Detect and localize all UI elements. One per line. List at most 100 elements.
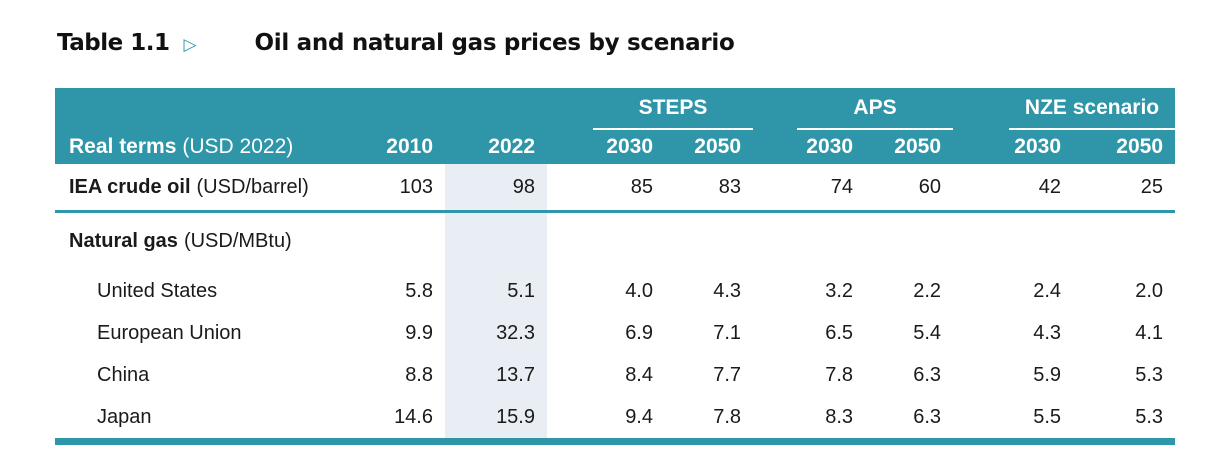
section-label: Natural gas (USD/MBtu) [55, 211, 375, 270]
value-cell: 42 [1009, 164, 1074, 213]
value-cell: 5.1 [445, 270, 547, 312]
group-gap [753, 88, 798, 129]
value-cell: 32.3 [445, 312, 547, 354]
gap-cell [753, 270, 798, 312]
real-terms-header: Real terms (USD 2022) [55, 129, 375, 164]
value-cell: 4.3 [665, 270, 754, 312]
value-cell: 103 [375, 164, 445, 213]
gap-cell [953, 270, 1010, 312]
year-header-nze-2030: 2030 [1009, 129, 1074, 164]
value-cell: 6.5 [797, 312, 866, 354]
row-label-unit: (USD/barrel) [196, 175, 309, 198]
scenario-group-row: STEPS APS NZE scenario [55, 88, 1176, 130]
gap-cell [753, 312, 798, 354]
table-row-crude-oil: IEA crude oil (USD/barrel) 103 98 85 83 7… [55, 164, 1176, 213]
value-cell: 5.3 [1073, 354, 1176, 396]
value-cell: 83 [665, 164, 754, 213]
triangle-marker-icon: ▷ [183, 35, 197, 55]
value-cell: 74 [797, 164, 866, 213]
value-cell: 5.3 [1073, 396, 1176, 445]
group-header-spacer [55, 88, 593, 129]
value-cell: 4.0 [593, 270, 665, 312]
value-cell: 8.8 [375, 354, 445, 396]
highlight-cell [445, 211, 547, 270]
group-header-nze: NZE scenario [1009, 88, 1176, 130]
value-cell: 14.6 [375, 396, 445, 445]
value-cell: 8.3 [797, 396, 866, 445]
gap-cell [547, 354, 593, 396]
year-header-2010: 2010 [375, 129, 445, 164]
value-cell: 98 [445, 164, 547, 213]
year-header-steps-2030: 2030 [593, 129, 665, 164]
gap-cell [547, 270, 593, 312]
table-number: Table 1.1 [57, 30, 170, 56]
table-row-china: China 8.8 13.7 8.4 7.7 7.8 6.3 5.9 5.3 [55, 354, 1176, 396]
header-gap [547, 129, 593, 164]
value-cell: 7.1 [665, 312, 754, 354]
year-header-row: Real terms (USD 2022) 2010 2022 2030 2050… [55, 129, 1176, 164]
section-label-unit: (USD/MBtu) [183, 230, 292, 252]
group-gap [953, 88, 1010, 129]
table-row-natural-gas-section: Natural gas (USD/MBtu) [55, 211, 1176, 270]
real-terms-label: Real terms [69, 134, 177, 158]
value-cell: 5.4 [865, 312, 954, 354]
gap-cell [953, 312, 1010, 354]
section-label-bold: Natural gas [69, 230, 178, 252]
group-header-aps: APS [797, 88, 954, 130]
header-gap [953, 129, 1010, 164]
value-cell: 85 [593, 164, 665, 213]
value-cell: 6.3 [865, 354, 954, 396]
row-label: United States [55, 270, 375, 312]
value-cell: 7.7 [665, 354, 754, 396]
real-terms-unit: (USD 2022) [182, 134, 294, 158]
page-title: Oil and natural gas prices by scenario [254, 30, 735, 56]
table-row-united-states: United States 5.8 5.1 4.0 4.3 3.2 2.2 2.… [55, 270, 1176, 312]
value-cell: 4.3 [1009, 312, 1074, 354]
value-cell: 2.2 [865, 270, 954, 312]
gap-cell [547, 312, 593, 354]
value-cell: 13.7 [445, 354, 547, 396]
value-cell: 6.3 [865, 396, 954, 445]
prices-table: STEPS APS NZE scenario Real terms (USD 20… [55, 88, 1176, 445]
year-header-aps-2050: 2050 [865, 129, 954, 164]
table-row-japan: Japan 14.6 15.9 9.4 7.8 8.3 6.3 5.5 5.3 [55, 396, 1176, 445]
gap-cell [753, 354, 798, 396]
group-header-steps: STEPS [593, 88, 754, 130]
value-cell: 2.0 [1073, 270, 1176, 312]
gap-cell [753, 164, 798, 213]
value-cell: 6.9 [593, 312, 665, 354]
value-cell: 5.9 [1009, 354, 1074, 396]
gap-cell [953, 164, 1010, 213]
value-cell: 8.4 [593, 354, 665, 396]
value-cell: 4.1 [1073, 312, 1176, 354]
gap-cell [547, 164, 593, 213]
value-cell: 25 [1073, 164, 1176, 213]
header-gap [753, 129, 798, 164]
table-caption: Table 1.1 ▷ Oil and natural gas prices b… [57, 30, 735, 56]
value-cell: 7.8 [665, 396, 754, 445]
row-label: China [55, 354, 375, 396]
value-cell: 5.8 [375, 270, 445, 312]
value-cell: 3.2 [797, 270, 866, 312]
value-cell: 2.4 [1009, 270, 1074, 312]
row-label: IEA crude oil (USD/barrel) [55, 164, 375, 213]
value-cell: 60 [865, 164, 954, 213]
table-row-european-union: European Union 9.9 32.3 6.9 7.1 6.5 5.4 … [55, 312, 1176, 354]
row-label: Japan [55, 396, 375, 445]
value-cell: 9.9 [375, 312, 445, 354]
gap-cell [547, 211, 1176, 270]
gap-cell [547, 396, 593, 445]
year-header-steps-2050: 2050 [665, 129, 754, 164]
year-header-2022: 2022 [445, 129, 547, 164]
gap-cell [375, 211, 445, 270]
year-header-aps-2030: 2030 [797, 129, 866, 164]
value-cell: 9.4 [593, 396, 665, 445]
value-cell: 7.8 [797, 354, 866, 396]
gap-cell [953, 354, 1010, 396]
year-header-nze-2050: 2050 [1073, 129, 1176, 164]
row-label-bold: IEA crude oil [69, 175, 191, 198]
gap-cell [753, 396, 798, 445]
row-label: European Union [55, 312, 375, 354]
gap-cell [953, 396, 1010, 445]
